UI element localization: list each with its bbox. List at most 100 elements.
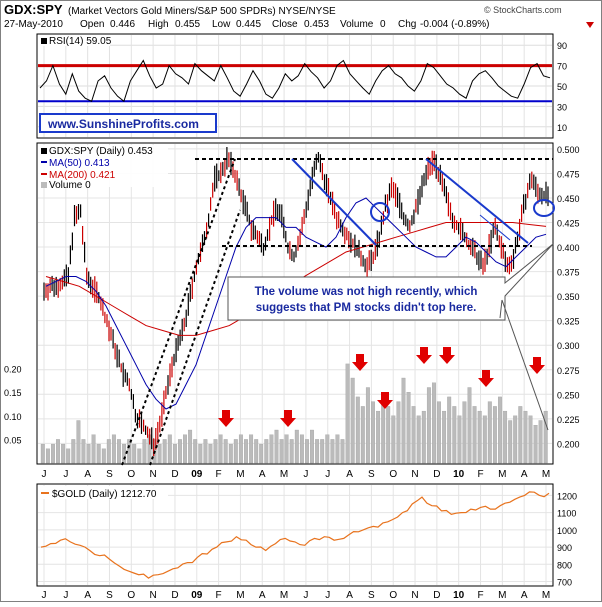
volume-bar — [523, 410, 528, 464]
volume-bar — [51, 443, 55, 464]
x-tick-label: M — [280, 590, 288, 601]
red-arrow-icon — [416, 347, 432, 364]
volume-bar — [71, 439, 76, 464]
low-value: 0.445 — [236, 19, 261, 30]
downtrend-line-2010 — [425, 158, 529, 244]
x-tick-label: N — [411, 469, 418, 480]
price-tick-label: 0.275 — [557, 366, 580, 376]
ma-cross-circle-2 — [533, 199, 555, 217]
volume-bar — [508, 420, 513, 464]
x-tick-label: M — [236, 469, 244, 480]
rsi-tick-label: 10 — [557, 123, 567, 133]
rsi-tick-label: 90 — [557, 41, 567, 51]
x-tick-label: A — [259, 469, 266, 480]
watermark-text: www.SunshineProfits.com — [47, 117, 199, 131]
volume-bar — [198, 443, 203, 464]
x-tick-label: F — [216, 469, 222, 480]
volume-bar — [406, 392, 411, 464]
volume-bar — [183, 434, 187, 464]
x-tick-label: 10 — [453, 469, 465, 480]
x-tick-label: S — [106, 590, 113, 601]
volume-bar — [294, 429, 299, 464]
gold-x-axis: J J A S O N D 09 F M A M J J A S O N D 10 F M A M — [42, 590, 551, 601]
legend-volume: Volume 0 — [49, 180, 91, 191]
gold-tick-label: 1200 — [557, 491, 577, 501]
x-tick-label: 10 — [453, 590, 465, 601]
volume-bar — [137, 448, 142, 464]
volume-bar — [437, 401, 441, 464]
x-tick-label: N — [150, 590, 157, 601]
volume-bar — [142, 439, 147, 464]
volume-bar — [299, 434, 304, 464]
volume-bar — [167, 434, 172, 464]
volume-bar — [284, 434, 289, 464]
price-tick-label: 0.200 — [557, 439, 580, 449]
x-tick-label: M — [280, 469, 288, 480]
gold-panel: 1200 1100 1000 900 800 700 $GOLD (Daily) 1212… — [36, 483, 577, 588]
high-label: High — [148, 19, 169, 30]
x-tick-label: O — [389, 469, 397, 480]
volume-bar — [117, 439, 121, 464]
x-tick-label: 09 — [191, 590, 203, 601]
chart-header: GDX:SPY (Market Vectors Gold Miners/S&P … — [4, 2, 594, 30]
chart-description: (Market Vectors Gold Miners/S&P 500 SPDR… — [68, 6, 336, 17]
x-tick-label: O — [127, 469, 135, 480]
price-legend: GDX:SPY (Daily) 0.453 MA(50) 0.413 MA(20… — [38, 145, 168, 191]
price-tick-label: 0.450 — [557, 194, 580, 204]
x-tick-label: D — [171, 590, 178, 601]
volume-bar — [228, 443, 233, 464]
gold-tick-label: 800 — [557, 560, 572, 570]
volume-bar — [274, 429, 279, 464]
annotation-callout: The volume was not high recently, which … — [227, 243, 554, 431]
volume-bar — [254, 439, 259, 464]
volume-bar — [513, 415, 518, 464]
x-tick-label: A — [521, 590, 528, 601]
volume-bar — [477, 410, 482, 464]
volume-bar — [498, 396, 502, 464]
x-tick-label: D — [433, 590, 440, 601]
volume-bar — [518, 406, 523, 464]
volume-bar — [238, 434, 243, 464]
volume-tick-label: 0.20 — [4, 365, 22, 375]
volume-bar — [127, 439, 132, 464]
volume-bar — [482, 415, 487, 464]
x-tick-label: M — [542, 590, 550, 601]
volume-bar — [411, 406, 416, 464]
rsi-y-axis: 90 70 50 30 10 — [557, 41, 567, 133]
volume-bar — [310, 429, 314, 464]
volume-bar — [264, 439, 269, 464]
x-tick-label: 09 — [191, 469, 203, 480]
volume-bar — [172, 443, 177, 464]
open-value: 0.446 — [110, 19, 135, 30]
price-tick-label: 0.325 — [557, 317, 580, 327]
red-arrow-icon — [377, 392, 393, 409]
chg-label: Chg — [398, 19, 416, 30]
volume-bar — [86, 443, 91, 464]
volume-bar — [487, 401, 492, 464]
volume-bar — [401, 377, 406, 464]
low-label: Low — [212, 19, 231, 30]
volume-bar — [391, 415, 396, 464]
trendline-segment — [479, 214, 511, 241]
x-tick-label: A — [259, 590, 266, 601]
gold-title-bg — [38, 486, 168, 499]
gold-grid — [38, 485, 552, 585]
red-arrow-icon — [529, 357, 545, 374]
volume-bar — [56, 439, 60, 464]
x-tick-label: M — [498, 469, 506, 480]
rsi-tick-label: 70 — [557, 62, 567, 72]
volume-value: 0 — [380, 19, 386, 30]
volume-bar — [365, 387, 370, 464]
x-tick-label: O — [389, 590, 397, 601]
volume-bar — [96, 443, 101, 464]
copyright-label: © StockCharts.com — [484, 5, 562, 15]
close-label: Close — [272, 19, 298, 30]
volume-bar — [447, 396, 452, 464]
volume-bar — [467, 387, 472, 464]
x-tick-label: J — [325, 590, 330, 601]
price-tick-label: 0.400 — [557, 243, 580, 253]
price-tick-label: 0.225 — [557, 415, 580, 425]
volume-bar — [371, 401, 375, 464]
legend-price: GDX:SPY (Daily) 0.453 — [49, 146, 153, 157]
legend-ma200: MA(200) 0.421 — [49, 170, 116, 181]
